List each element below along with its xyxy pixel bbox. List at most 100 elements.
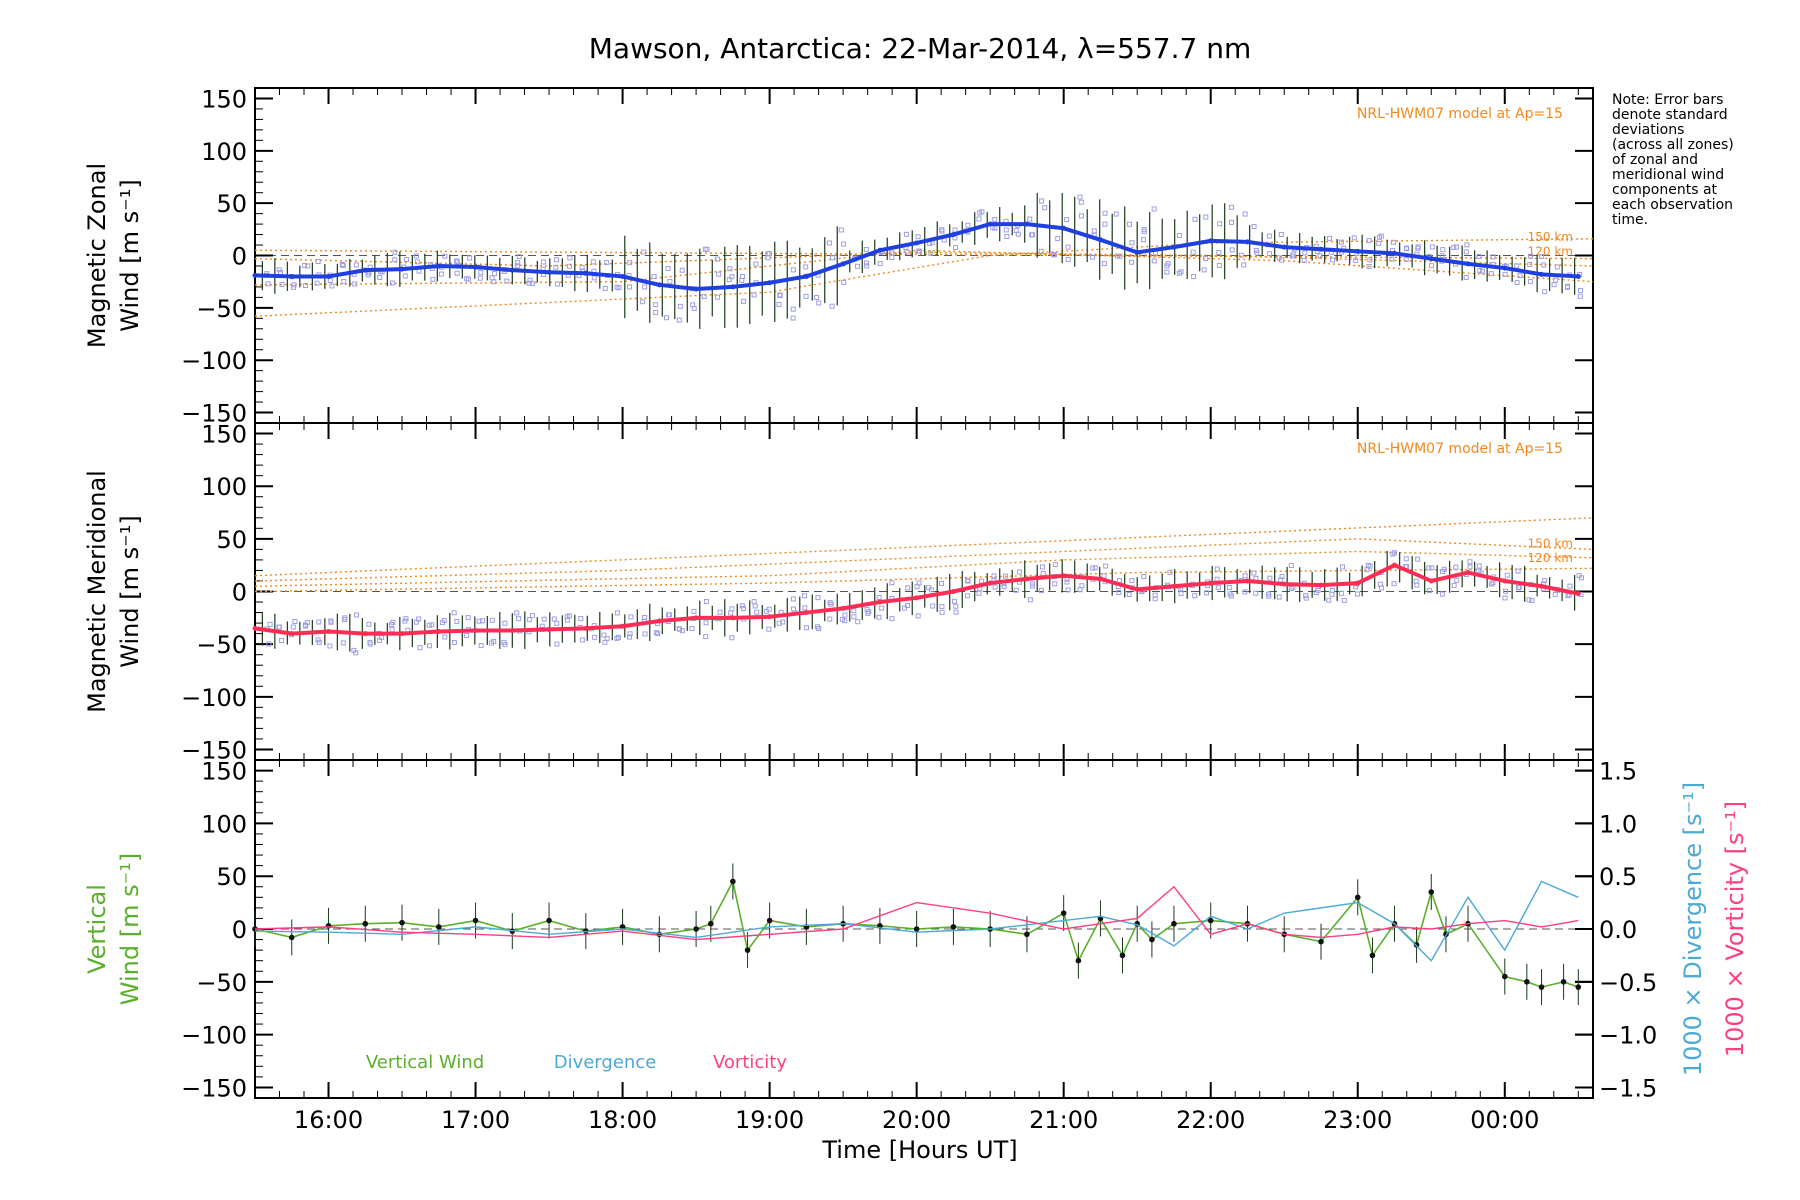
zone-point <box>1539 254 1545 260</box>
zone-point <box>879 605 885 611</box>
zone-point <box>1526 597 1532 603</box>
zone-point <box>965 578 971 584</box>
y-tick-label: −150 <box>181 1074 247 1102</box>
panel-vertical: 150 100 50 0 −50 −100 −150 16:00 17:00 18:00 19:00… <box>83 758 1749 1134</box>
zone-point <box>276 267 282 273</box>
zone-point <box>902 605 908 611</box>
zone-point <box>554 641 560 647</box>
zone-point <box>1426 565 1432 571</box>
data-point <box>1413 942 1420 948</box>
zone-point <box>1541 262 1547 268</box>
note-line: of zonal and <box>1612 152 1698 168</box>
data-point <box>877 247 883 253</box>
zone-point <box>315 259 321 265</box>
zone-point <box>1276 594 1282 600</box>
zone-point <box>614 284 620 290</box>
data-point <box>950 589 956 594</box>
zone-point <box>1451 582 1457 588</box>
data-point <box>803 273 809 279</box>
zone-point <box>465 615 471 621</box>
zone-point <box>1467 559 1473 565</box>
data-point <box>619 924 626 930</box>
data-point <box>509 267 515 273</box>
data-point <box>1075 957 1082 964</box>
zone-point <box>277 269 283 275</box>
zone-point <box>828 601 834 607</box>
y-tick-label: −150 <box>181 400 247 428</box>
zone-point <box>802 605 808 611</box>
zone-point <box>1366 263 1372 269</box>
zone-point <box>303 283 309 289</box>
zone-point <box>1488 271 1494 277</box>
zone-point <box>1330 257 1336 263</box>
data-point <box>708 920 714 927</box>
zone-point <box>478 270 484 276</box>
zone-point <box>776 301 782 307</box>
zone-point <box>964 593 970 599</box>
data-point <box>289 631 295 637</box>
data-point <box>1575 984 1582 990</box>
zone-point <box>465 276 471 282</box>
zone-point <box>729 274 735 280</box>
zone-point <box>1101 573 1107 579</box>
zone-point <box>666 612 672 618</box>
data-point <box>583 625 589 631</box>
zone-point <box>855 619 861 625</box>
model-curve <box>254 517 1594 577</box>
zone-point <box>451 610 457 616</box>
zone-point <box>904 249 910 255</box>
zone-point <box>442 253 448 259</box>
zone-point <box>516 254 522 260</box>
zone-point <box>551 616 557 622</box>
zone-point <box>1152 592 1158 598</box>
zone-point <box>601 632 607 638</box>
data-point <box>252 272 258 278</box>
y-axis-label-line: Magnetic Zonal <box>83 163 111 348</box>
zone-point <box>1090 565 1096 571</box>
zone-point <box>266 641 272 647</box>
y-tick-label: 0 <box>232 579 247 607</box>
zone-point <box>1504 572 1510 578</box>
data-point <box>1575 591 1581 597</box>
zone-point <box>1515 568 1521 574</box>
data-point <box>840 605 846 611</box>
right-y-tick-label: −0.5 <box>1599 969 1657 997</box>
model-curve <box>254 550 1594 587</box>
zone-point <box>1476 563 1482 569</box>
note-line: denote standard <box>1612 107 1728 123</box>
note-line: deviations <box>1612 122 1684 138</box>
zone-point <box>1453 564 1459 570</box>
zone-point <box>527 277 533 283</box>
data-point <box>1318 582 1324 588</box>
zone-point <box>402 273 408 279</box>
zone-point <box>863 260 869 266</box>
zone-point <box>842 618 848 624</box>
zone-point <box>1477 267 1483 273</box>
y-axis-label-line: Wind [m s⁻¹] <box>116 515 144 667</box>
model-curve <box>254 538 1594 582</box>
data-point <box>1428 889 1435 895</box>
zone-point <box>351 647 357 653</box>
zone-point <box>1078 199 1084 205</box>
zone-point <box>830 255 836 261</box>
zone-point <box>991 573 997 579</box>
x-tick-label: 21:00 <box>1029 1106 1098 1134</box>
zone-point <box>1079 583 1085 589</box>
zone-point <box>1364 567 1370 573</box>
zone-point <box>1253 590 1259 596</box>
data-point <box>803 610 809 616</box>
zone-point <box>1551 282 1557 288</box>
zone-point <box>426 622 432 628</box>
zone-point <box>1191 274 1197 280</box>
data-point <box>693 286 699 292</box>
zone-point <box>864 263 870 269</box>
zone-point <box>1463 274 1469 280</box>
y-tick-label: 100 <box>201 138 247 166</box>
zone-point <box>1467 564 1473 570</box>
data-point <box>730 615 736 621</box>
zone-point <box>691 305 697 311</box>
data-point <box>767 280 773 286</box>
model-altitude-label: 150 km <box>1528 536 1573 550</box>
zone-point <box>592 634 598 640</box>
data-point <box>1355 580 1361 586</box>
